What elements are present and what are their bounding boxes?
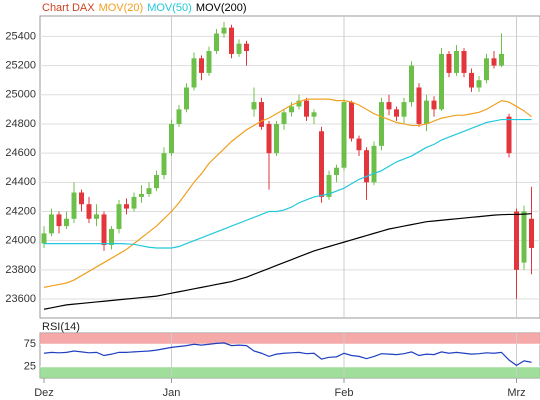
candle-body [124,204,129,209]
zone [40,333,540,345]
candle-body [101,214,107,246]
candle-body [341,102,347,168]
candle-body [79,192,84,205]
y-tick-label: 24400 [5,176,36,188]
y-tick-label: 24600 [5,147,36,159]
x-tick-label: Dez [34,387,54,399]
chart-title: Chart DAX [42,2,95,14]
candle-body [401,102,407,117]
candle-body [266,123,272,154]
candle-body [334,167,339,176]
candle-body [146,188,152,194]
candle-body [476,80,482,88]
legend-entry: RSI(14) [42,321,80,333]
candle-body [259,102,264,127]
candle-body [379,102,384,146]
candle-body [296,100,302,107]
y-tick-label: 25 [24,361,36,373]
candle-body [319,131,324,197]
candle-body [506,116,512,154]
candle-body [161,153,167,176]
candle-body [229,27,234,54]
candle-body [274,123,279,154]
candle-body [454,51,459,73]
candle-body [206,51,212,73]
y-tick-label: 25000 [5,89,36,101]
candle-body [289,106,294,113]
candle-body [71,192,77,219]
candle-body [424,100,429,124]
legend-entry: MOV(20) [99,2,144,14]
candle-body [244,43,249,52]
candle-body [371,145,377,183]
candle-body [326,175,332,197]
candle-body [131,196,137,209]
candle-body [49,214,54,234]
candle-body [281,112,287,124]
candle-body [491,58,497,66]
candle-body [521,211,527,263]
candle-body [169,123,174,154]
candle-body [446,53,452,73]
candle-body [461,51,467,73]
candle-body [41,233,47,244]
zone [40,366,540,378]
series-line [44,118,532,249]
y-tick-label: 25400 [5,30,36,42]
candle-body [529,218,534,248]
candle-body [251,102,257,110]
candle-body [409,65,414,103]
candle-body [56,214,62,227]
candle-body [304,100,309,117]
x-tick-label: Feb [335,387,354,399]
y-tick-label: 25200 [5,60,36,72]
candle-body [484,58,489,81]
candle-body [386,102,392,110]
candle-body [64,218,69,227]
legend-entry: MOV(200) [196,2,247,14]
series-line [43,342,532,367]
y-tick-label: 24000 [5,235,36,247]
x-tick-label: Jan [163,387,181,399]
candle-body [191,58,197,88]
candle-body [499,53,504,66]
candle-body [116,204,122,230]
y-tick-label: 23800 [5,264,36,276]
series-line [43,98,532,288]
candle-body [364,150,369,183]
candle-body [356,138,362,151]
series-line [43,213,532,310]
candle-body [184,87,189,110]
candle-body [514,211,519,270]
candle-body [311,112,317,117]
candle-body [214,33,219,52]
candle-body [154,175,159,189]
y-tick-label: 23600 [5,293,36,305]
candle-body [439,53,444,110]
candle-body [176,109,182,124]
candle-body [431,100,437,110]
candle-body [349,102,354,139]
candle-body [221,27,227,34]
candle-body [394,109,399,117]
y-tick-label: 24200 [5,205,36,217]
candle-body [94,214,99,219]
candle-body [416,87,422,124]
candle-body [469,72,474,88]
legend-entry: MOV(50) [147,2,192,14]
x-tick-label: Mrz [507,387,525,399]
y-tick-label: 75 [24,338,36,350]
candle-body [199,58,204,73]
y-tick-label: 24800 [5,118,36,130]
candle-body [139,193,144,197]
candle-body [236,43,242,54]
candle-body [86,204,92,219]
candle-body [109,229,114,246]
